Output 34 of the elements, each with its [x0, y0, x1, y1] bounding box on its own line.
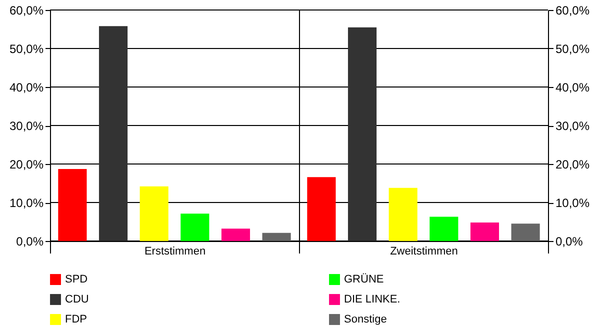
y-tick-label: 0,0% — [16, 234, 44, 248]
x-tick-label: Erststimmen — [144, 246, 206, 258]
y-tick-label: 50,0% — [9, 42, 44, 56]
y2-tick-label: 60,0% — [556, 4, 590, 18]
bar — [262, 232, 291, 241]
y2-tick-label: 30,0% — [556, 119, 590, 133]
bar — [58, 169, 87, 241]
bar — [180, 214, 210, 241]
bar — [221, 228, 250, 241]
legend-label: Sonstige — [344, 314, 387, 326]
bar — [98, 26, 128, 241]
y2-tick-label: 40,0% — [556, 80, 590, 94]
bar — [307, 177, 336, 241]
legend-label: FDP — [65, 314, 87, 326]
y2-tick-label: 50,0% — [556, 42, 590, 56]
y-tick-label: 40,0% — [9, 80, 44, 94]
bar — [140, 186, 168, 241]
y2-tick-label: 0,0% — [556, 234, 584, 248]
y2-tick-label: 20,0% — [556, 158, 590, 172]
bar — [511, 224, 540, 241]
legend-label: SPD — [65, 274, 88, 286]
x-tick-label: Zweitstimmen — [390, 246, 458, 258]
legend-label: GRÜNE — [344, 272, 384, 286]
y-tick-label: 30,0% — [9, 119, 44, 133]
bar — [430, 216, 458, 241]
bar — [470, 222, 500, 241]
legend-label: CDU — [65, 294, 89, 306]
bar — [348, 27, 377, 241]
y2-tick-label: 10,0% — [556, 196, 590, 210]
bar — [388, 188, 418, 241]
y-tick-label: 20,0% — [9, 158, 44, 172]
legend-label: DIE LINKE. — [344, 294, 400, 306]
y-tick-label: 60,0% — [9, 4, 44, 18]
y-tick-label: 10,0% — [9, 196, 44, 210]
